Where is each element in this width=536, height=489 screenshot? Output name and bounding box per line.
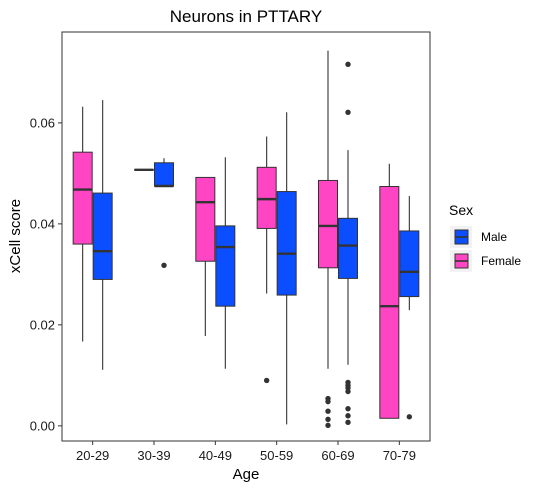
box-male-30-39 bbox=[154, 158, 174, 268]
box-body bbox=[379, 186, 400, 419]
legend-title: Sex bbox=[449, 202, 473, 218]
box-female-40-49 bbox=[195, 176, 216, 336]
x-axis: 20-29 30-39 40-49 50-59 60-69 70-79 bbox=[76, 441, 416, 463]
x-tick-label: 40-49 bbox=[199, 448, 232, 463]
outlier-point bbox=[345, 388, 351, 395]
outlier-point bbox=[345, 405, 351, 412]
box-male-70-79 bbox=[399, 196, 420, 420]
x-tick-label: 60-69 bbox=[321, 448, 354, 463]
plot-panel bbox=[61, 31, 431, 442]
box-male-20-29 bbox=[92, 100, 113, 370]
x-tick-label: 30-39 bbox=[137, 448, 170, 463]
box-female-50-59 bbox=[256, 136, 277, 384]
y-tick-label: 0.02 bbox=[30, 317, 55, 332]
y-tick-label: 0.06 bbox=[30, 115, 55, 130]
legend-items: Male Female bbox=[450, 226, 521, 272]
legend-item-male: Male bbox=[450, 226, 507, 248]
outlier-point bbox=[345, 413, 351, 419]
box-body bbox=[276, 191, 297, 296]
box-body bbox=[195, 176, 216, 262]
box-body bbox=[399, 230, 420, 298]
box-body bbox=[338, 217, 358, 279]
legend-label: Female bbox=[481, 254, 521, 268]
y-axis-title: xCell score bbox=[7, 199, 24, 273]
box-body bbox=[256, 166, 277, 229]
chart-title: Neurons in PTTARY bbox=[170, 7, 322, 26]
boxes-layer bbox=[72, 50, 420, 429]
outlier-point bbox=[325, 398, 331, 405]
box-body bbox=[72, 151, 93, 245]
outlier-point bbox=[263, 377, 270, 384]
legend: Sex Male Female bbox=[449, 202, 521, 272]
y-axis: 0.00 0.02 0.04 0.06 bbox=[30, 115, 62, 433]
x-tick-label: 20-29 bbox=[76, 448, 109, 463]
outlier-point bbox=[325, 408, 331, 414]
box-male-50-59 bbox=[276, 112, 297, 425]
box-body bbox=[92, 192, 113, 280]
box-male-40-49 bbox=[215, 157, 236, 369]
outlier-point bbox=[345, 419, 351, 426]
outlier-point bbox=[161, 262, 167, 268]
outlier-point bbox=[345, 109, 351, 115]
box-body bbox=[154, 162, 174, 187]
box-body bbox=[215, 225, 236, 307]
plot-background bbox=[61, 31, 431, 442]
y-tick-label: 0.04 bbox=[30, 216, 55, 231]
outlier-point bbox=[325, 422, 331, 429]
box-female-60-69 bbox=[318, 50, 338, 429]
box-male-60-69 bbox=[338, 61, 358, 426]
box-female-70-79 bbox=[379, 163, 400, 419]
x-tick-label: 50-59 bbox=[260, 448, 293, 463]
x-axis-title: Age bbox=[233, 466, 260, 483]
legend-item-female: Female bbox=[450, 250, 521, 272]
outlier-point bbox=[345, 61, 351, 68]
outlier-point bbox=[325, 416, 331, 422]
x-tick-label: 70-79 bbox=[383, 448, 416, 463]
y-tick-label: 0.00 bbox=[30, 418, 55, 433]
outlier-point bbox=[406, 414, 413, 420]
box-body bbox=[318, 179, 338, 269]
box-female-20-29 bbox=[72, 106, 93, 342]
legend-label: Male bbox=[481, 230, 507, 244]
